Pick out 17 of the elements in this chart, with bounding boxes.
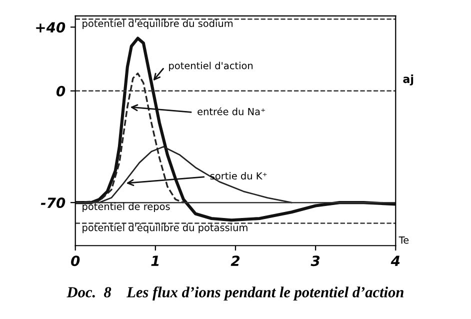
y-tick-label: 0 — [56, 86, 66, 96]
x-axis-title: Te — [398, 236, 409, 244]
x-tick-label: 3 — [310, 256, 320, 266]
text: potentiel d'action — [169, 62, 253, 72]
y-tick-label: +40 — [36, 22, 66, 33]
x-tick-label: 1 — [151, 256, 159, 266]
text: Doc. 8 Les flux d’ions pendant le potentiel d’action — [66, 286, 404, 300]
x-tick-label: 4 — [390, 256, 400, 266]
ref-line-label: potentiel d'équilibre du sodium — [82, 19, 233, 29]
y-tick-label: -70 — [40, 198, 66, 208]
text: aj — [403, 74, 414, 86]
ref-line-label: potentiel de repos — [82, 202, 170, 212]
x-tick-label: 0 — [71, 256, 80, 266]
text: entrée du Na⁺ — [198, 107, 265, 116]
x-tick-label: 2 — [230, 256, 240, 266]
ref-line-label: potentiel d'équilibre du potassium — [82, 223, 248, 234]
series-label: sortie du K⁺ — [210, 172, 267, 180]
